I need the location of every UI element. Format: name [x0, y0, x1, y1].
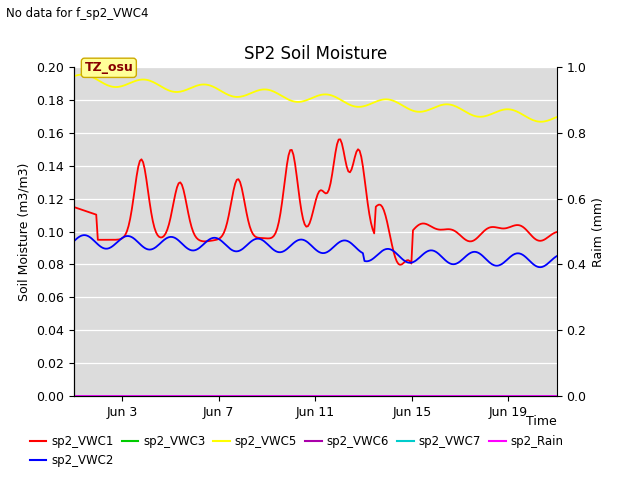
Text: Time: Time	[526, 415, 557, 428]
Y-axis label: Soil Moisture (m3/m3): Soil Moisture (m3/m3)	[17, 162, 30, 301]
Legend: sp2_VWC1, sp2_VWC2, sp2_VWC3, sp2_VWC5, sp2_VWC6, sp2_VWC7, sp2_Rain: sp2_VWC1, sp2_VWC2, sp2_VWC3, sp2_VWC5, …	[25, 431, 568, 472]
Title: SP2 Soil Moisture: SP2 Soil Moisture	[244, 45, 387, 63]
Text: TZ_osu: TZ_osu	[84, 61, 133, 74]
Text: No data for f_sp2_VWC4: No data for f_sp2_VWC4	[6, 7, 149, 20]
Y-axis label: Raim (mm): Raim (mm)	[592, 197, 605, 266]
